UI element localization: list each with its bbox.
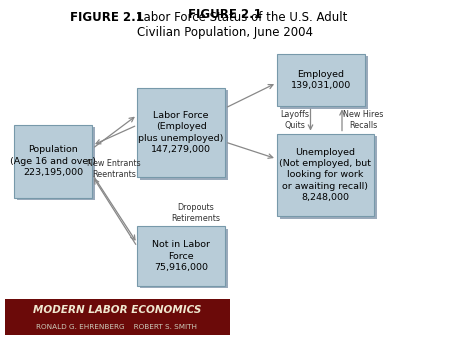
FancyBboxPatch shape [17, 127, 95, 200]
Text: Unemployed
(Not employed, but
looking for work
or awaiting recall)
8,248,000: Unemployed (Not employed, but looking fo… [279, 147, 371, 202]
Text: Dropouts
Retirements: Dropouts Retirements [171, 203, 220, 223]
FancyBboxPatch shape [137, 88, 225, 177]
FancyBboxPatch shape [277, 134, 374, 216]
Text: Layoffs
Quits: Layoffs Quits [280, 110, 309, 130]
FancyBboxPatch shape [280, 56, 368, 109]
Text: Population
(Age 16 and over)
223,195,000: Population (Age 16 and over) 223,195,000 [10, 145, 96, 177]
Text: New Entrants
Reentrants: New Entrants Reentrants [87, 159, 141, 179]
FancyBboxPatch shape [277, 54, 364, 106]
Text: Labor Force Status of the U.S. Adult: Labor Force Status of the U.S. Adult [137, 11, 347, 24]
Text: Labor Force
(Employed
plus unemployed)
147,279,000: Labor Force (Employed plus unemployed) 1… [139, 111, 224, 154]
FancyBboxPatch shape [140, 90, 228, 180]
FancyBboxPatch shape [14, 125, 92, 198]
FancyBboxPatch shape [4, 299, 230, 335]
Text: Civilian Population, June 2004: Civilian Population, June 2004 [137, 26, 313, 39]
Text: Not in Labor
Force
75,916,000: Not in Labor Force 75,916,000 [152, 240, 210, 272]
FancyBboxPatch shape [280, 136, 377, 219]
Text: Employed
139,031,000: Employed 139,031,000 [291, 70, 351, 91]
FancyBboxPatch shape [140, 229, 228, 288]
Text: RONALD G. EHRENBERG    ROBERT S. SMITH: RONALD G. EHRENBERG ROBERT S. SMITH [36, 324, 198, 330]
Text: MODERN LABOR ECONOMICS: MODERN LABOR ECONOMICS [33, 306, 201, 315]
FancyBboxPatch shape [137, 226, 225, 286]
Text: FIGURE 2.1: FIGURE 2.1 [188, 8, 262, 21]
Text: FIGURE 2.1: FIGURE 2.1 [70, 11, 144, 24]
Text: New Hires
Recalls: New Hires Recalls [343, 110, 383, 130]
